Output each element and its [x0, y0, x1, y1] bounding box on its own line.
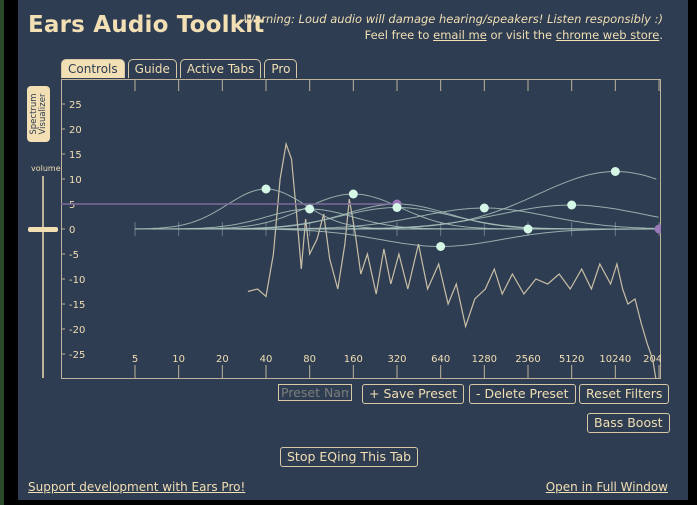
spectrum-visualizer-label: Spectrum Visualizer: [28, 93, 48, 135]
reset-filters-button[interactable]: Reset Filters: [579, 384, 670, 404]
filter-point: [654, 224, 661, 234]
chrome-store-link[interactable]: chrome web store: [555, 28, 660, 42]
tab-active-tabs[interactable]: Active Tabs: [179, 59, 262, 78]
tab-controls[interactable]: Controls: [61, 59, 125, 78]
y-tick-label: 5: [69, 200, 75, 211]
y-tick-label: 20: [69, 125, 82, 136]
y-tick-label: -15: [69, 300, 85, 311]
x-tick-label: 10: [172, 354, 185, 365]
window-edge: [0, 0, 4, 505]
filter-point: [436, 242, 446, 251]
stop-eq-button[interactable]: Stop EQing This Tab: [280, 447, 419, 467]
x-tick-label: 1280: [472, 354, 497, 365]
preset-name-input[interactable]: [278, 384, 352, 401]
y-tick-label: -5: [69, 250, 79, 261]
x-tick-label: 10240: [599, 354, 631, 365]
support-pro-link[interactable]: Support development with Ears Pro!: [28, 480, 246, 494]
y-tick-label: 0: [69, 225, 75, 236]
y-tick-label: 10: [69, 175, 82, 186]
tab-bar: Controls Guide Active Tabs Pro: [61, 59, 298, 78]
delete-preset-button[interactable]: - Delete Preset: [469, 384, 576, 404]
y-tick-label: 15: [69, 150, 82, 161]
x-tick-label: 160: [344, 354, 363, 365]
x-tick-label: 20480: [643, 354, 661, 365]
x-tick-label: 5: [132, 354, 138, 365]
filter-point: [392, 203, 402, 212]
filter-point: [305, 204, 315, 214]
filter-curve: [185, 228, 658, 247]
filter-curve: [134, 188, 431, 230]
y-tick-label: 25: [69, 100, 82, 111]
filter-point: [523, 224, 533, 234]
email-link[interactable]: email me: [433, 28, 487, 42]
app-title: Ears Audio Toolkit: [28, 12, 265, 38]
volume-slider-track[interactable]: [42, 176, 44, 378]
x-tick-label: 2560: [515, 354, 540, 365]
contact-prefix: Feel free to: [364, 28, 430, 42]
x-tick-label: 640: [431, 354, 450, 365]
filter-point: [348, 189, 358, 199]
x-tick-label: 320: [387, 354, 406, 365]
contact-suffix: .: [659, 28, 663, 42]
contact-line: Feel free to email me or visit the chrom…: [365, 28, 663, 42]
open-full-window-link[interactable]: Open in Full Window: [545, 480, 668, 494]
y-tick-label: -25: [69, 350, 85, 361]
volume-label: volume: [31, 164, 61, 173]
x-tick-label: 5120: [559, 354, 584, 365]
x-tick-label: 40: [260, 354, 273, 365]
contact-middle: or visit the: [490, 28, 553, 42]
spectrum-visualizer-tab[interactable]: Spectrum Visualizer: [27, 86, 50, 142]
filter-point: [567, 200, 577, 210]
x-tick-label: 20: [216, 354, 229, 365]
tab-guide[interactable]: Guide: [127, 59, 177, 78]
y-tick-label: -10: [69, 275, 85, 286]
save-preset-button[interactable]: + Save Preset: [362, 384, 465, 404]
eq-chart[interactable]: 25 20 15 10 5 0 -5 -10 -15 -20 -25 5 10 20 40 80 160 320 6…: [61, 79, 661, 379]
y-tick-label: -20: [69, 325, 85, 336]
x-tick-label: 80: [303, 354, 316, 365]
hearing-warning: Warning: Loud audio will damage hearing/…: [243, 12, 663, 26]
filter-point: [261, 184, 271, 194]
tab-pro[interactable]: Pro: [264, 59, 298, 78]
volume-slider-handle[interactable]: [28, 227, 58, 232]
filter-point: [479, 203, 489, 213]
spectrum-line: [247, 141, 657, 379]
bass-boost-button[interactable]: Bass Boost: [587, 413, 670, 433]
filter-point: [610, 167, 620, 176]
